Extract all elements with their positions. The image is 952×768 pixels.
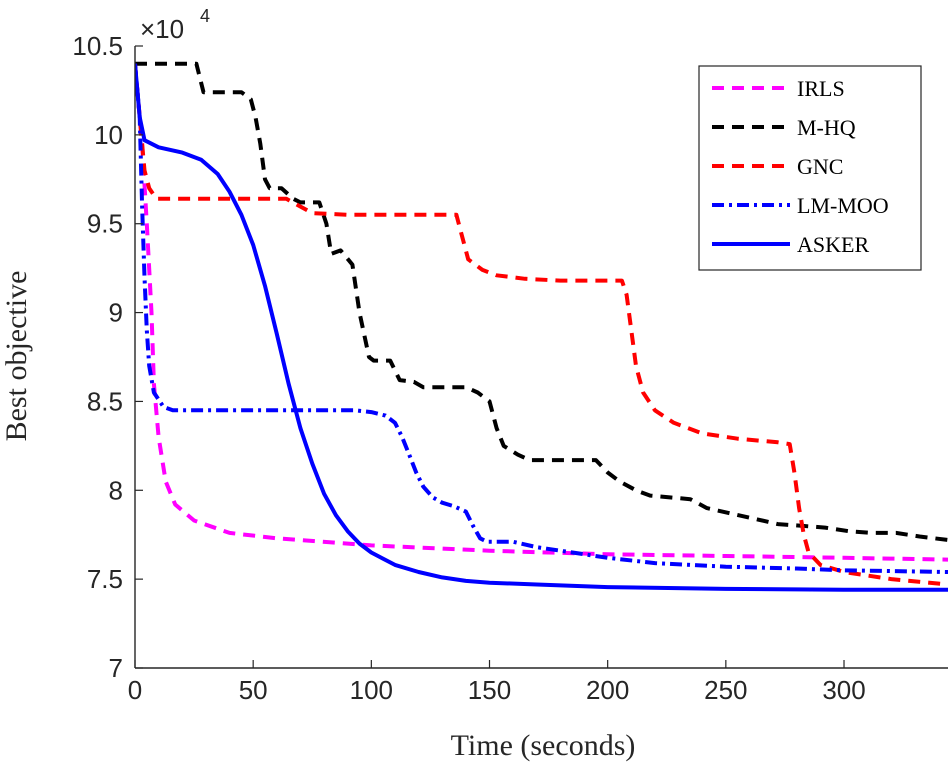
legend-label-asker: ASKER bbox=[797, 232, 869, 257]
y-scale-exponent: 4 bbox=[200, 6, 210, 26]
x-tick-label: 250 bbox=[704, 675, 747, 705]
y-tick-label: 9 bbox=[109, 298, 123, 328]
series-line-irls bbox=[135, 63, 948, 562]
x-axis-label: Time (seconds) bbox=[451, 729, 636, 762]
x-tick-label: 150 bbox=[468, 675, 511, 705]
y-tick-label: 8.5 bbox=[87, 386, 123, 416]
series-line-m-hq bbox=[135, 61, 948, 542]
legend-label-gnc: GNC bbox=[797, 154, 843, 179]
plot-lines bbox=[135, 61, 948, 592]
legend: IRLS M-HQ GNC LM-MOO ASKER bbox=[698, 65, 922, 271]
x-tick-label: 200 bbox=[586, 675, 629, 705]
x-tick-label: 0 bbox=[128, 675, 142, 705]
y-tick-label: 7.5 bbox=[87, 564, 123, 594]
y-tick-label: 7 bbox=[109, 653, 123, 683]
y-scale-multiplier: ×10 bbox=[140, 14, 184, 44]
legend-label-m-hq: M-HQ bbox=[797, 115, 856, 140]
series-line-asker bbox=[135, 63, 948, 592]
y-tick-label: 10 bbox=[94, 120, 123, 150]
y-tick-label: 8 bbox=[109, 475, 123, 505]
series-line-lm-moo bbox=[135, 63, 948, 574]
legend-label-lm-moo: LM-MOO bbox=[797, 193, 889, 218]
legend-label-irls: IRLS bbox=[797, 76, 845, 101]
axes bbox=[134, 46, 948, 669]
y-axis-label: Best objective bbox=[0, 271, 33, 442]
x-tick-label: 100 bbox=[350, 675, 393, 705]
x-tick-label: 300 bbox=[822, 675, 865, 705]
y-tick-label: 9.5 bbox=[87, 209, 123, 239]
ticks: 0 50 100 150 200 250 300 7 7.5 8 8.5 9 9.5 10 10.5 bbox=[72, 31, 865, 705]
y-tick-label: 10.5 bbox=[72, 31, 123, 61]
x-tick-label: 50 bbox=[239, 675, 268, 705]
